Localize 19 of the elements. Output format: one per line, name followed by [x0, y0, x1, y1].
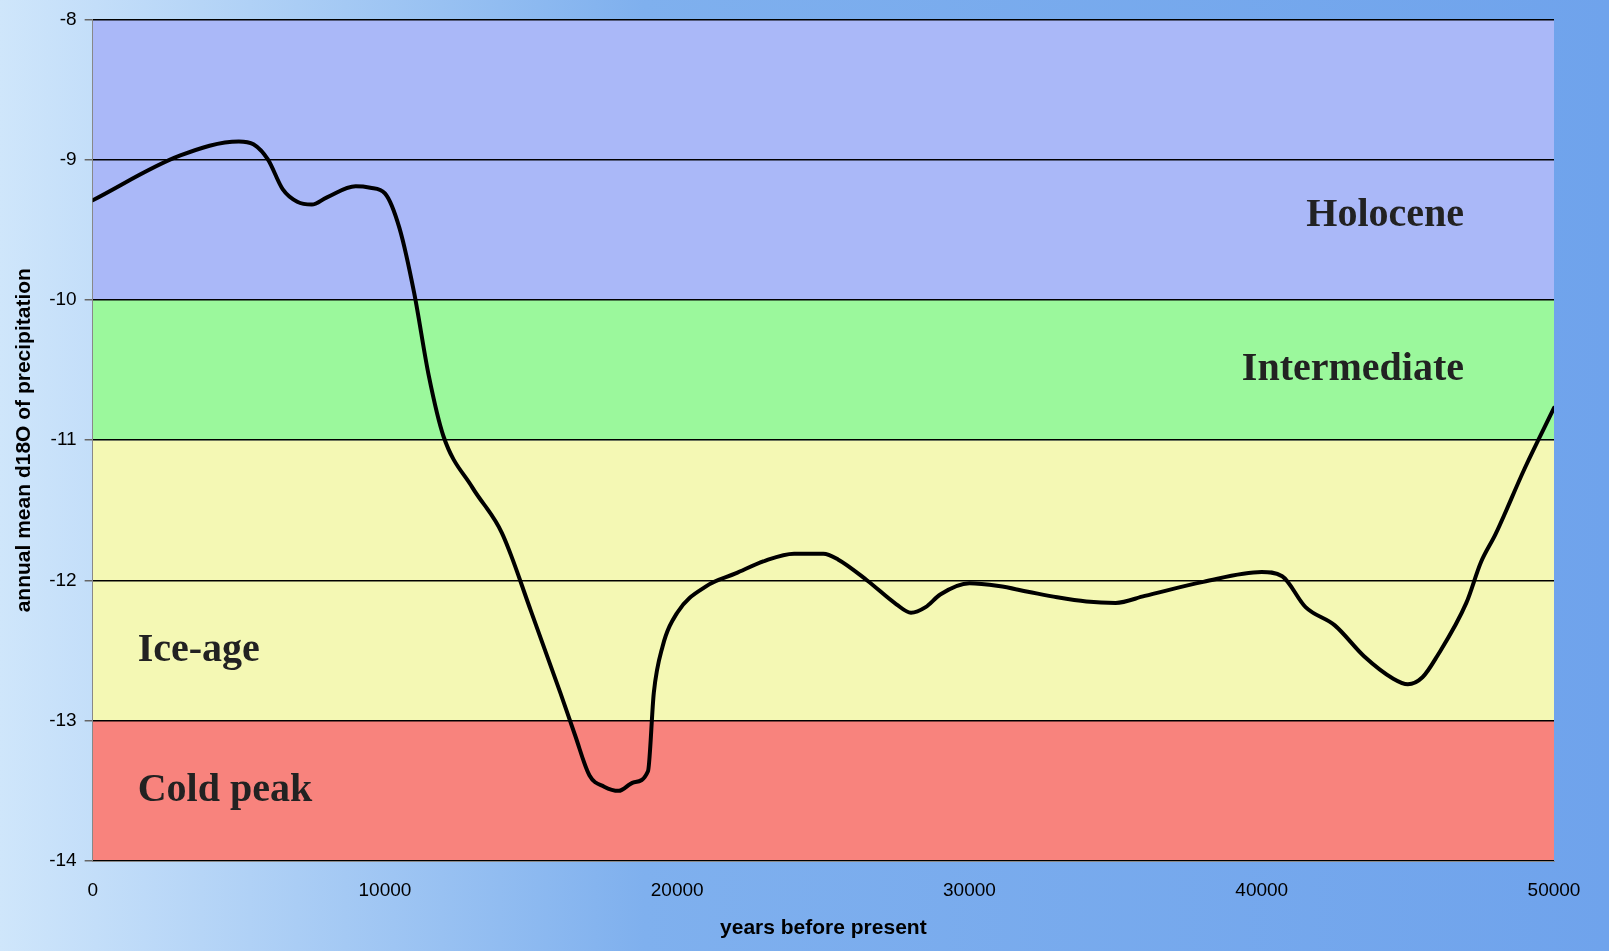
- band-label: Ice-age: [137, 624, 260, 670]
- y-tick-label: -8: [59, 7, 77, 29]
- x-tick-label: 40000: [1235, 878, 1289, 900]
- x-tick-label: 20000: [650, 878, 704, 900]
- x-axis-title: years before present: [720, 915, 927, 939]
- x-tick-label: 10000: [358, 878, 412, 900]
- x-tick-label: 50000: [1527, 878, 1581, 900]
- y-tick-label: -11: [50, 428, 77, 450]
- y-tick-label: -9: [59, 147, 77, 169]
- y-tick-label: -13: [49, 708, 77, 730]
- band-label: Cold peak: [137, 765, 313, 811]
- y-axis-title: annual mean d18O of precipitation: [11, 268, 35, 613]
- y-tick-label: -14: [49, 849, 78, 871]
- band-label: Intermediate: [1241, 344, 1464, 390]
- y-tick-label: -10: [49, 288, 77, 310]
- y-tick-label: -12: [49, 568, 77, 590]
- x-tick-label: 0: [87, 878, 98, 900]
- band-label: Holocene: [1306, 190, 1464, 236]
- x-tick-label: 30000: [943, 878, 996, 900]
